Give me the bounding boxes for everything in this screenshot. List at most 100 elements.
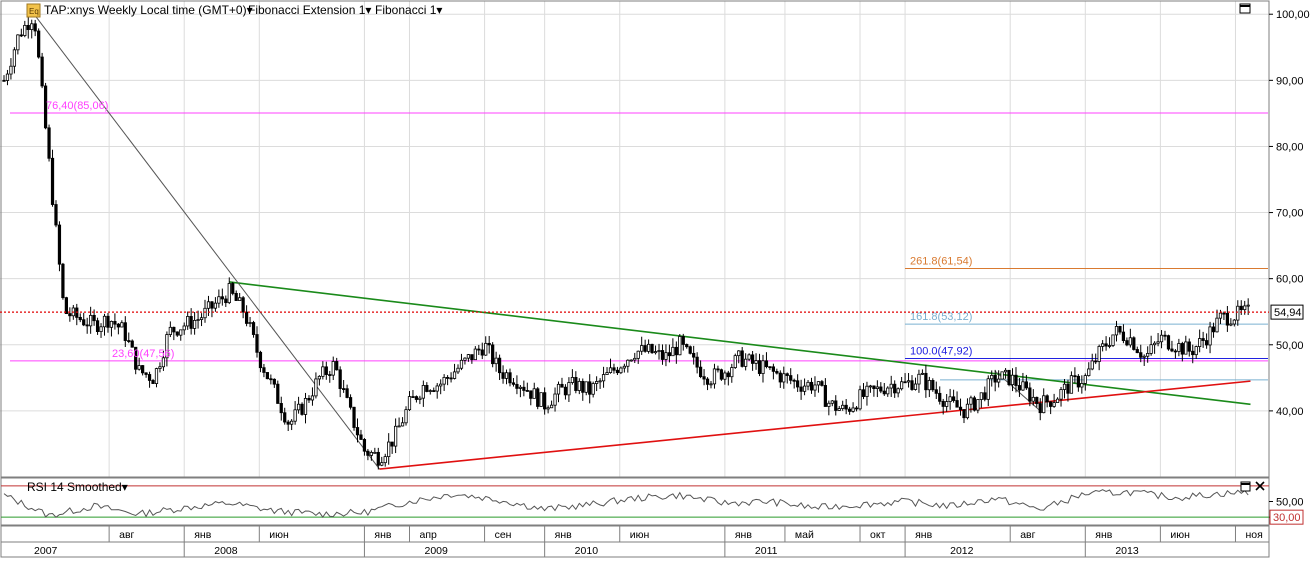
- candle-body: [886, 387, 890, 395]
- candle-body: [764, 360, 769, 368]
- candle-body: [421, 385, 425, 399]
- candle-body: [622, 365, 626, 369]
- candle-body: [619, 367, 623, 374]
- y-tick-label: 70,00: [1276, 208, 1304, 220]
- candle-body: [144, 372, 148, 375]
- candle-body: [1159, 334, 1164, 343]
- candle-body: [529, 390, 533, 399]
- candle-body: [203, 307, 207, 319]
- candle-body: [678, 336, 682, 356]
- candle-body: [1194, 346, 1198, 356]
- candle-body: [1114, 326, 1119, 336]
- candle-body: [1201, 338, 1205, 341]
- candle-body: [719, 369, 724, 380]
- candle-body: [837, 408, 841, 411]
- candle-body: [210, 301, 214, 309]
- candle-body: [612, 367, 616, 371]
- candle-body: [19, 34, 23, 37]
- candle-body: [89, 314, 93, 327]
- candle-body: [1017, 385, 1022, 391]
- restore-icon[interactable]: [1240, 481, 1251, 492]
- candle-body: [456, 367, 460, 373]
- candle-body: [948, 396, 952, 403]
- candle-body: [1146, 353, 1150, 357]
- study2-dropdown[interactable]: Fibonacci 1▾: [375, 3, 442, 17]
- candle-body: [976, 399, 980, 411]
- x-month-label: янв: [555, 529, 572, 541]
- candle-body: [1111, 334, 1115, 346]
- candle-body: [1045, 395, 1049, 403]
- candle-body: [314, 378, 318, 397]
- candle-body: [331, 361, 335, 376]
- candle-body: [494, 357, 498, 365]
- candle-body: [750, 354, 755, 364]
- candle-body: [1211, 326, 1216, 333]
- rsi-axis: 50,00 30,00: [1269, 497, 1304, 525]
- candle-body: [1003, 369, 1008, 373]
- candle-body: [1125, 340, 1129, 346]
- candle-body: [1184, 341, 1188, 355]
- candle-body: [310, 395, 315, 401]
- maximize-icon[interactable]: [1239, 3, 1251, 14]
- candle-body: [141, 365, 145, 374]
- candle-body: [459, 359, 464, 369]
- candle-body: [85, 324, 89, 327]
- y-tick-label: 40,00: [1276, 406, 1304, 418]
- candle-body: [130, 340, 134, 348]
- candle-body: [487, 342, 491, 346]
- candle-body: [1087, 368, 1091, 377]
- candle-body: [906, 380, 911, 383]
- candle-body: [376, 451, 380, 466]
- fib-level-label: 76,40(85,06): [46, 100, 108, 112]
- candle-body: [147, 374, 152, 381]
- candle-body: [137, 365, 141, 370]
- candle-body: [549, 404, 554, 409]
- candle-body: [910, 380, 914, 390]
- candle-body: [106, 315, 110, 328]
- symbol-dropdown[interactable]: TAP:xnys Weekly Local time (GMT+0)▾: [44, 3, 253, 17]
- candle-body: [577, 380, 581, 391]
- candle-body: [186, 316, 190, 327]
- study1-dropdown[interactable]: Fibonacci Extension 1▾: [248, 3, 371, 17]
- candle-body: [799, 386, 803, 392]
- candle-body: [317, 375, 321, 380]
- candle-body: [674, 346, 678, 356]
- candle-body: [1180, 343, 1184, 355]
- candle-body: [1135, 349, 1139, 354]
- candle-body: [553, 393, 557, 406]
- candle-body: [834, 400, 838, 411]
- close-icon[interactable]: [1255, 481, 1265, 491]
- candle-body: [1049, 401, 1053, 407]
- candle-body: [889, 383, 893, 389]
- candle-body: [917, 373, 921, 385]
- candle-body: [924, 372, 928, 391]
- x-month-label: июн: [630, 529, 650, 541]
- rsi-line: [3, 489, 1249, 518]
- candle-body: [993, 374, 997, 383]
- candle-body: [927, 380, 931, 391]
- candle-body: [26, 24, 30, 30]
- candle-body: [1066, 383, 1070, 394]
- candle-body: [1222, 312, 1226, 315]
- last-price-box: [1270, 304, 1304, 320]
- candle-body: [1132, 337, 1136, 350]
- candle-body: [116, 323, 120, 328]
- candle-body: [359, 434, 363, 440]
- candle-body: [931, 380, 935, 391]
- candle-body: [726, 372, 730, 378]
- candle-body: [47, 127, 51, 159]
- candle-body: [213, 302, 218, 309]
- candle-body: [698, 366, 703, 378]
- candle-body: [1142, 355, 1146, 358]
- symbol-icon[interactable]: [26, 3, 41, 18]
- candle-body: [633, 357, 637, 361]
- candle-body: [182, 325, 186, 331]
- candle-body: [234, 293, 238, 301]
- candle-body: [820, 381, 824, 386]
- rsi-dropdown[interactable]: RSI 14 Smoothed▾: [27, 480, 128, 494]
- candle-body: [934, 389, 938, 394]
- candle-body: [40, 56, 44, 87]
- x-year-label: 2010: [575, 545, 599, 557]
- candle-body: [445, 377, 450, 379]
